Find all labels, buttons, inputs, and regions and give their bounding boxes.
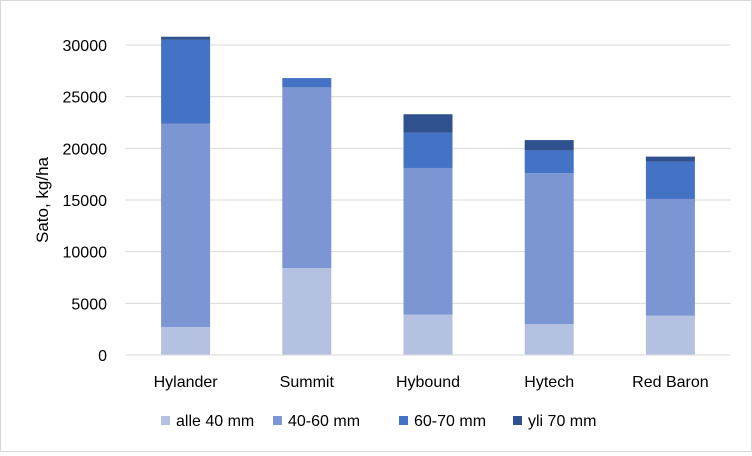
legend-label: yli 70 mm — [528, 413, 596, 430]
bar-segment — [161, 36, 211, 40]
y-tick-label: 10000 — [63, 245, 108, 262]
bar-segment — [282, 268, 332, 355]
bar-segment — [282, 87, 332, 269]
bar-segment — [403, 114, 453, 133]
x-tick-label: Red Baron — [632, 374, 709, 391]
bar-segment — [524, 173, 574, 324]
x-tick-label: Hybound — [396, 374, 460, 391]
bar-segment — [161, 123, 211, 328]
y-tick-label: 5000 — [71, 296, 107, 313]
legend-swatch — [161, 416, 170, 425]
y-tick-label: 0 — [98, 348, 107, 365]
x-tick-label: Summit — [280, 374, 335, 391]
bar-segment — [524, 140, 574, 151]
bar-segment — [282, 78, 332, 88]
bar-segment — [161, 327, 211, 355]
y-tick-label: 15000 — [63, 193, 108, 210]
legend: alle 40 mm 40-60 mm 60-70 mm yli 70 mm — [161, 413, 596, 430]
bar-segment — [645, 315, 695, 355]
legend-swatch — [399, 416, 408, 425]
legend-swatch — [513, 416, 522, 425]
x-axis-ticks: Hylander Summit Hybound Hytech Red Baron — [154, 374, 709, 391]
y-tick-label: 25000 — [63, 90, 108, 107]
bar-segment — [403, 167, 453, 315]
x-tick-label: Hylander — [154, 374, 219, 391]
bar-segment — [403, 132, 453, 168]
bar-segment — [645, 156, 695, 162]
legend-label: 40-60 mm — [288, 413, 360, 430]
x-tick-label: Hytech — [524, 374, 574, 391]
y-tick-label: 20000 — [63, 141, 108, 158]
bar-segment — [645, 161, 695, 199]
legend-label: 60-70 mm — [414, 413, 486, 430]
bar-segment — [161, 39, 211, 124]
legend-label: alle 40 mm — [176, 413, 254, 430]
y-axis-label: Sato, kg/ha — [33, 156, 52, 243]
y-axis-ticks: 0 5000 10000 15000 20000 25000 30000 — [63, 38, 108, 365]
bars — [161, 36, 695, 355]
bar-segment — [524, 324, 574, 355]
y-tick-label: 30000 — [63, 38, 108, 55]
bar-segment — [403, 314, 453, 355]
bar-segment — [645, 198, 695, 316]
bar-segment — [524, 150, 574, 174]
legend-swatch — [273, 416, 282, 425]
